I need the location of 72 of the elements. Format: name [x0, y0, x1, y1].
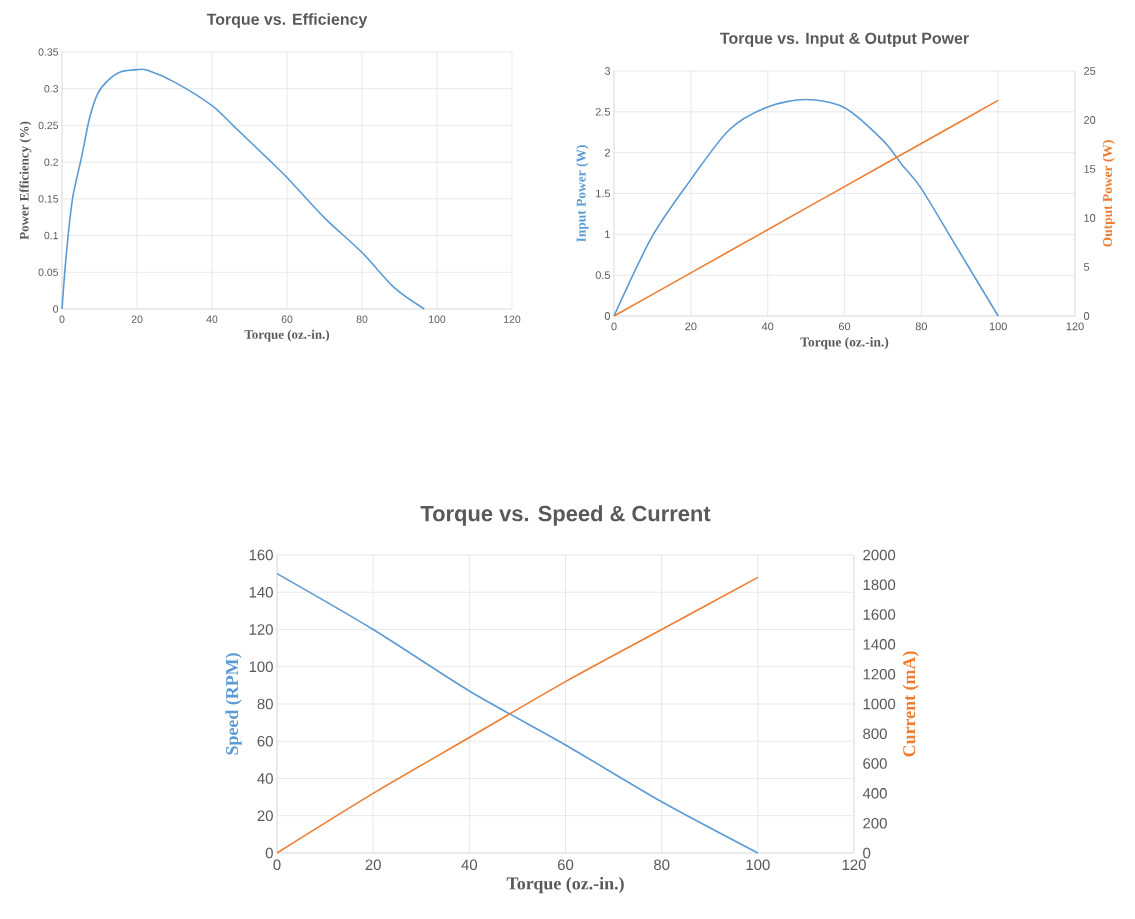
x-tick-label: 100 [746, 859, 770, 871]
x-axis-title: Torque (oz.-in.) [800, 337, 889, 350]
x-tick-label: 120 [1066, 322, 1084, 331]
y-tick-label: 0.25 [38, 121, 59, 130]
y-tick-label: 0 [265, 847, 273, 859]
x-tick-label: 20 [131, 315, 143, 323]
y-tick-label: 0.35 [38, 48, 59, 56]
y-tick-label: 1 [605, 230, 610, 239]
y2-tick-label: 800 [863, 728, 887, 740]
y-axis-title: Power Efficiency (%) [19, 121, 32, 240]
y-tick-label: 60 [257, 735, 273, 747]
y2-tick-label: 2000 [863, 549, 896, 561]
y-tick-label: 0 [53, 305, 59, 313]
y2-tick-label: 400 [862, 788, 887, 799]
y-tick-label: 0.2 [44, 158, 58, 166]
x-tick-label: 80 [915, 322, 927, 331]
x-tick-label: 100 [429, 315, 446, 323]
y2-tick-label: 1400 [863, 639, 896, 650]
y2-tick-label: 200 [863, 817, 887, 829]
y2-tick-label: 25 [1084, 67, 1096, 75]
y-tick-label: 3 [604, 67, 611, 75]
y-tick-label: 120 [249, 624, 273, 635]
chart-title: Torque vs. Efficiency [206, 13, 368, 29]
x-tick-label: 120 [842, 859, 866, 871]
y2-tick-label: 15 [1084, 165, 1096, 173]
y-tick-label: 0.15 [38, 195, 59, 203]
y2-tick-label: 10 [1084, 214, 1096, 222]
y-tick-label: 0.3 [44, 85, 59, 93]
x-tick-label: 20 [685, 322, 697, 331]
y-tick-label: 0.5 [595, 271, 611, 280]
x-tick-label: 0 [273, 859, 281, 871]
x-tick-label: 120 [504, 315, 521, 323]
x-tick-label: 40 [461, 859, 478, 871]
chart-title: Torque vs. Speed & Current [420, 505, 711, 526]
x-tick-label: 0 [59, 315, 65, 323]
y-tick-label: 1.5 [596, 189, 611, 198]
x-axis-title: Torque (oz.-in.) [244, 329, 330, 342]
y2-tick-label: 1200 [863, 668, 896, 680]
x-tick-label: 40 [761, 322, 774, 331]
chart-title: Torque vs. Input & Output Power [720, 32, 969, 48]
x-tick-label: 60 [281, 315, 293, 323]
y-tick-label: 40 [257, 773, 273, 784]
y2-tick-label: 20 [1084, 116, 1096, 124]
x-axis-title: Torque (oz.-in.) [506, 876, 624, 894]
y-tick-label: 80 [257, 698, 273, 710]
y2-tick-label: 1800 [863, 579, 896, 591]
line-series [61, 68, 426, 310]
y-axis-title: Input Power (W) [576, 145, 589, 242]
y-tick-label: 0.05 [38, 268, 59, 276]
y2-tick-label: 5 [1083, 263, 1090, 271]
x-tick-label: 0 [611, 322, 617, 331]
x-tick-label: 80 [356, 315, 368, 323]
x-tick-label: 60 [557, 859, 574, 871]
y-tick-label: 2 [604, 148, 610, 157]
y2-tick-label: 0 [863, 847, 871, 859]
y-tick-label: 2.5 [595, 107, 611, 116]
y2-tick-label: 1600 [863, 609, 896, 620]
y-tick-label: 20 [257, 810, 273, 822]
y-tick-label: 0.1 [44, 231, 58, 240]
y-tick-label: 140 [249, 586, 273, 598]
x-tick-label: 80 [654, 859, 670, 871]
y2-tick-label: 600 [863, 758, 887, 769]
y2-tick-label: 1000 [863, 698, 896, 710]
y-tick-label: 160 [249, 549, 273, 561]
y2-axis-title: Output Power (W) [1102, 140, 1115, 247]
x-tick-label: 100 [989, 322, 1007, 331]
x-tick-label: 20 [365, 859, 381, 871]
x-tick-label: 40 [206, 315, 218, 323]
y-axis-title: Speed (RPM) [225, 653, 242, 755]
y2-axis-title: Current (mA) [902, 651, 919, 757]
x-tick-label: 60 [838, 322, 851, 331]
y-tick-label: 100 [249, 661, 273, 673]
